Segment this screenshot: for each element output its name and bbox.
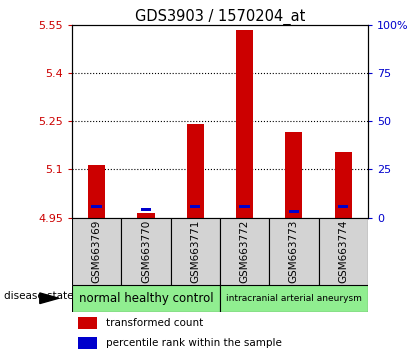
Bar xyxy=(269,218,319,285)
Text: disease state: disease state xyxy=(4,291,74,302)
Bar xyxy=(190,205,201,208)
Text: GSM663769: GSM663769 xyxy=(92,219,102,283)
Text: intracranial arterial aneurysm: intracranial arterial aneurysm xyxy=(226,294,362,303)
Polygon shape xyxy=(40,293,59,304)
Bar xyxy=(236,30,253,218)
Bar xyxy=(121,218,171,285)
Bar xyxy=(335,152,352,218)
Bar xyxy=(137,213,155,218)
Bar xyxy=(88,165,105,218)
Text: GSM663773: GSM663773 xyxy=(289,219,299,283)
Bar xyxy=(239,205,250,208)
Text: GSM663772: GSM663772 xyxy=(240,219,249,283)
Text: transformed count: transformed count xyxy=(106,318,203,328)
Bar xyxy=(220,218,269,285)
Bar xyxy=(72,218,121,285)
Bar xyxy=(171,218,220,285)
Text: percentile rank within the sample: percentile rank within the sample xyxy=(106,338,282,348)
Bar xyxy=(78,337,97,348)
Bar xyxy=(72,285,220,312)
Bar xyxy=(91,205,102,208)
Text: normal healthy control: normal healthy control xyxy=(79,292,213,305)
Bar xyxy=(187,125,204,218)
Text: GSM663771: GSM663771 xyxy=(190,219,200,283)
Bar xyxy=(220,285,368,312)
Text: GSM663774: GSM663774 xyxy=(338,219,348,283)
Text: GSM663770: GSM663770 xyxy=(141,220,151,283)
Bar xyxy=(338,205,349,208)
Bar xyxy=(289,210,299,213)
Title: GDS3903 / 1570204_at: GDS3903 / 1570204_at xyxy=(135,8,305,25)
Bar xyxy=(285,132,302,218)
Bar xyxy=(319,218,368,285)
Bar xyxy=(141,208,151,211)
Bar xyxy=(78,317,97,329)
